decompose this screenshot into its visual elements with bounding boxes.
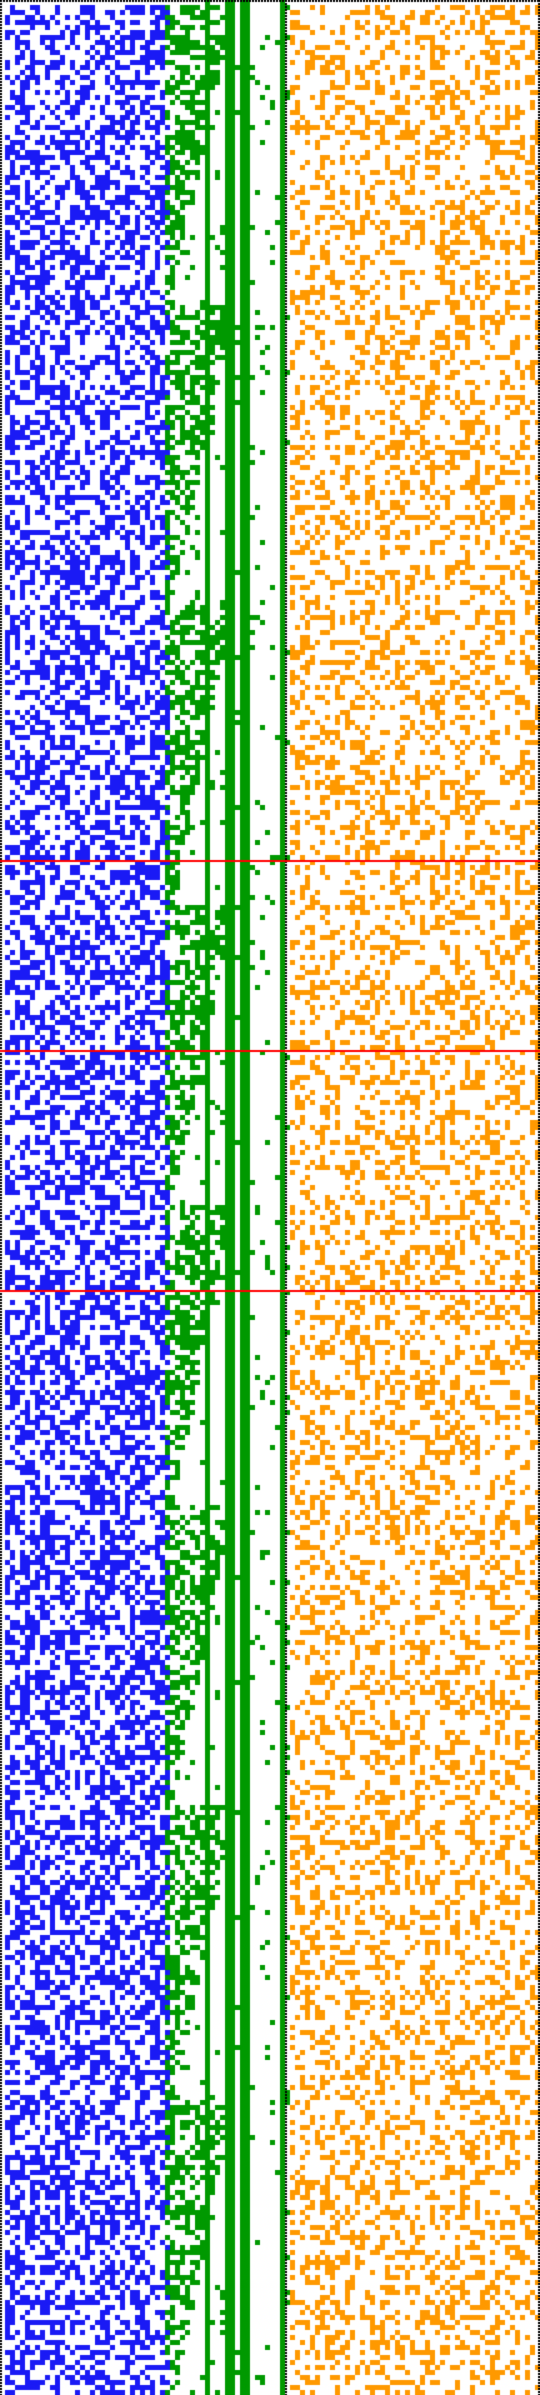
sparsity-pattern-canvas — [0, 0, 540, 2395]
